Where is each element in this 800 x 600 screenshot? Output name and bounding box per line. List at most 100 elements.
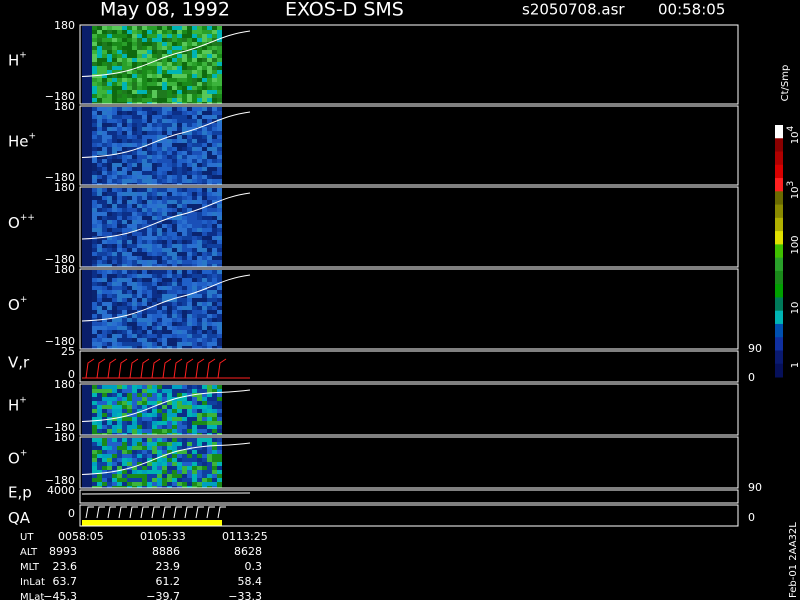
spectrogram-cell (142, 196, 147, 200)
spectrogram-cell (147, 147, 152, 151)
spectrogram-cell (212, 252, 217, 256)
spectrogram-cell (202, 58, 207, 62)
spectrogram-cell (202, 244, 207, 248)
spectrogram-cell (147, 486, 152, 488)
spectrogram-cell (172, 220, 177, 224)
spectrogram-cell (167, 42, 172, 46)
spectrogram-cell (147, 139, 152, 143)
spectrogram-cell (112, 111, 117, 115)
spectrogram-cell (202, 224, 207, 228)
footer-value: 8886 (152, 545, 180, 558)
spectrogram-cell (192, 94, 197, 98)
spectrogram-cell (207, 421, 212, 425)
spectrogram-cell (207, 342, 212, 346)
spectrogram-cell (202, 228, 207, 232)
spectrogram-cell (167, 454, 172, 458)
spectrogram-cell (117, 115, 122, 119)
spectrogram-cell (82, 159, 87, 163)
spectrogram-cell (117, 306, 122, 310)
spectrogram-cell (142, 159, 147, 163)
spectrogram-cell (92, 42, 97, 46)
spectrogram-cell (152, 30, 157, 34)
spectrogram-cell (217, 90, 222, 94)
spectrogram-cell (212, 66, 217, 70)
spectrogram-cell (107, 310, 112, 314)
spectrogram-cell (187, 220, 192, 224)
spectrogram-cell (132, 147, 137, 151)
spectrogram-cell (87, 450, 92, 454)
spectrogram-cell (167, 86, 172, 90)
spectrogram-cell (137, 224, 142, 228)
spectrogram-cell (182, 346, 187, 349)
spectrogram-cell (197, 282, 202, 286)
spectrogram-cell (122, 286, 127, 290)
spectrogram-cell (82, 474, 87, 478)
spectrogram-cell (177, 314, 182, 318)
spectrogram-cell (162, 486, 167, 488)
spectrogram-cell (127, 334, 132, 338)
spectrogram-cell (172, 183, 177, 185)
spectrogram-cell (172, 50, 177, 54)
spectrogram-cell (97, 454, 102, 458)
spectrogram-cell (217, 429, 222, 433)
spectrogram-cell (132, 310, 137, 314)
spectrogram-cell (92, 46, 97, 50)
spectrogram-cell (167, 442, 172, 446)
spectrogram-cell (162, 74, 167, 78)
spectrogram-cell (167, 151, 172, 155)
spectrogram-cell (137, 256, 142, 260)
spectrogram-cell (167, 474, 172, 478)
spectrogram-cell (187, 159, 192, 163)
spectrogram-cell (142, 66, 147, 70)
spectrogram-cell (197, 482, 202, 486)
spectrogram-cell (167, 38, 172, 42)
spectrogram-cell (217, 159, 222, 163)
spectrogram-cell (82, 212, 87, 216)
colorbar-swatch (775, 337, 783, 351)
spectrogram-cell (107, 232, 112, 236)
spectrogram-cell (147, 183, 152, 185)
footer-label: MLat (20, 592, 44, 600)
spectrogram-cell (182, 326, 187, 330)
spectrogram-cell (217, 26, 222, 30)
footer-label: UT (20, 532, 34, 543)
spectrogram-cell (107, 183, 112, 185)
footer-value: 0058:05 (58, 530, 104, 543)
spectrogram-cell (177, 143, 182, 147)
spectrogram-cell (217, 474, 222, 478)
spectrogram-cell (177, 94, 182, 98)
spectrogram-cell (197, 90, 202, 94)
spectrogram-cell (157, 264, 162, 267)
spectrogram-cell (177, 286, 182, 290)
spectrogram-cell (102, 326, 107, 330)
spectrogram-cell (212, 183, 217, 185)
spectrogram-cell (142, 278, 147, 282)
spectrogram-cell (92, 326, 97, 330)
spectrogram-cell (132, 264, 137, 267)
spectrogram-cell (102, 42, 107, 46)
spectrogram-cell (162, 66, 167, 70)
spectrogram-cell (112, 102, 117, 104)
spectrogram-cell (112, 322, 117, 326)
spectrogram-cell (172, 123, 177, 127)
spectrogram-cell (97, 438, 102, 442)
spectrogram-cell (107, 42, 112, 46)
spectrogram-cell (122, 102, 127, 104)
spectrogram-cell (202, 405, 207, 409)
spectrogram-cell (157, 274, 162, 278)
spectrogram-cell (162, 425, 167, 429)
spectrogram-cell (132, 433, 137, 435)
colorbar-swatch (775, 191, 783, 206)
spectrogram-cell (92, 270, 97, 274)
spectrogram-cell (172, 278, 177, 282)
spectrogram-cell (207, 119, 212, 123)
spectrogram-cell (202, 326, 207, 330)
spectrogram-cell (147, 282, 152, 286)
spectrogram-cell (82, 252, 87, 256)
spectrogram-cell (117, 232, 122, 236)
spectrogram-cell (97, 478, 102, 482)
spectrogram-cell (172, 421, 177, 425)
spectrogram-cell (87, 66, 92, 70)
spectrogram-cell (147, 294, 152, 298)
spectrogram-cell (202, 421, 207, 425)
